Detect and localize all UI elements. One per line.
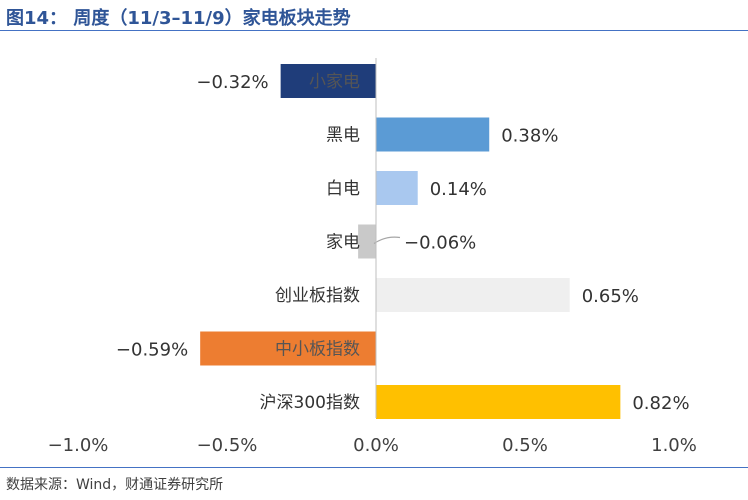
bar — [376, 171, 418, 205]
value-label: −0.59% — [116, 340, 188, 361]
category-label: 中小板指数 — [275, 340, 360, 360]
bar-chart: 小家电 −0.32% 黑电 0.38% 白电 0.14% 家电 −0.06% 创业板指数 0.65… — [48, 58, 697, 456]
value-label: 0.65% — [582, 286, 639, 307]
title-rule — [0, 30, 748, 31]
value-label: −0.32% — [196, 72, 268, 93]
category-label: 小家电 — [309, 72, 360, 92]
category-label: 创业板指数 — [275, 286, 360, 306]
bar — [358, 224, 376, 259]
category-label: 沪深300指数 — [260, 393, 360, 413]
x-tick-label: 0.5% — [502, 435, 548, 456]
figure-title: 图14： 周度（11/3–11/9）家电板块走势 — [6, 8, 351, 29]
bar — [376, 278, 570, 312]
value-label: 0.38% — [501, 126, 558, 147]
category-label: 白电 — [326, 179, 360, 199]
x-tick-label: −0.5% — [197, 435, 258, 456]
bar — [280, 64, 376, 98]
x-tick-label: −1.0% — [48, 435, 109, 456]
category-label: 黑电 — [326, 126, 360, 146]
category-label: 家电 — [326, 233, 360, 253]
value-leader-line — [373, 236, 401, 244]
value-label: −0.06% — [404, 233, 476, 254]
value-label: 0.82% — [632, 393, 689, 414]
bar — [376, 117, 490, 152]
x-tick-label: 1.0% — [651, 435, 697, 456]
bar — [200, 331, 376, 366]
source-note: 数据来源：Wind，财通证券研究所 — [6, 477, 224, 493]
bar — [376, 385, 621, 419]
x-tick-label: 0.0% — [353, 435, 399, 456]
value-label: 0.14% — [430, 179, 487, 200]
source-rule — [0, 467, 748, 468]
